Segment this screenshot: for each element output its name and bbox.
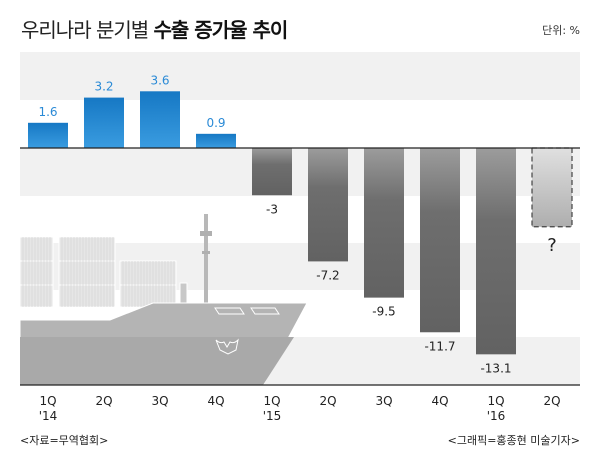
bar — [364, 148, 404, 298]
cargo-ship-illustration — [19, 214, 308, 386]
data-labels: 1.6 3.2 3.6 0.9 -3 -7.2 -9.5 -11.7 -13.1? — [38, 73, 556, 375]
bar-projected — [531, 147, 573, 228]
x-tick-year: '16 — [487, 409, 506, 423]
x-tick-label: 1Q — [487, 394, 504, 408]
bars — [28, 91, 573, 355]
credit-note: <그래픽=홍종현 미술기자> — [447, 434, 580, 447]
data-label: -9.5 — [372, 305, 395, 319]
data-label: -11.7 — [424, 339, 455, 353]
background-band — [20, 52, 580, 100]
data-label: 1.6 — [38, 105, 57, 119]
bar — [420, 148, 460, 333]
bar — [28, 122, 68, 148]
x-tick-label: 1Q — [39, 394, 56, 408]
bar — [252, 148, 292, 196]
x-tick-label: 2Q — [319, 394, 336, 408]
data-label: 3.6 — [150, 73, 169, 87]
x-tick-label: 4Q — [431, 394, 448, 408]
bar — [196, 133, 236, 148]
source-note: <자료=무역협회> — [20, 434, 109, 447]
data-label: -7.2 — [316, 268, 339, 282]
x-tick-label: 3Q — [375, 394, 392, 408]
x-tick-label: 2Q — [543, 394, 560, 408]
data-label: 3.2 — [94, 80, 113, 94]
title-bold: 수출 증가율 추이 — [153, 18, 289, 42]
x-tick-label: 4Q — [207, 394, 224, 408]
chart-title: 우리나라 분기별 수출 증가율 추이 — [21, 14, 289, 43]
bar — [84, 97, 124, 148]
x-tick-year: '14 — [39, 409, 58, 423]
bar — [140, 91, 180, 148]
data-label: -3 — [266, 202, 278, 216]
data-label: -13.1 — [480, 361, 511, 375]
title-normal: 우리나라 분기별 — [21, 18, 149, 42]
bar — [308, 148, 348, 262]
x-tick-label: 3Q — [151, 394, 168, 408]
x-tick-label: 1Q — [263, 394, 280, 408]
unit-label: 단위: % — [542, 24, 580, 37]
data-label: ? — [547, 235, 557, 256]
data-label: 0.9 — [206, 116, 225, 130]
bar — [476, 148, 516, 355]
x-tick-label: 2Q — [95, 394, 112, 408]
x-tick-year: '15 — [263, 409, 282, 423]
